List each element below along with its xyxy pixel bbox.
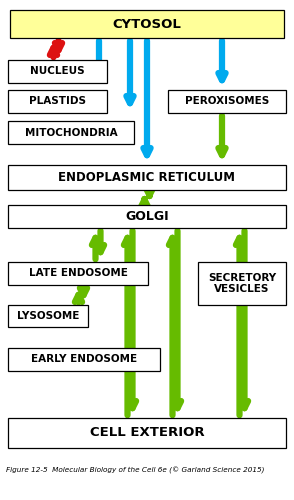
Text: ENDOPLASMIC RETICULUM: ENDOPLASMIC RETICULUM (59, 171, 235, 184)
Text: SECRETORY
VESICLES: SECRETORY VESICLES (208, 272, 276, 294)
FancyBboxPatch shape (168, 90, 286, 113)
Text: LYSOSOME: LYSOSOME (17, 311, 79, 321)
Text: PLASTIDS: PLASTIDS (29, 96, 86, 106)
FancyBboxPatch shape (10, 10, 284, 38)
FancyBboxPatch shape (8, 60, 107, 83)
Text: NUCLEUS: NUCLEUS (30, 66, 85, 76)
Text: LATE ENDOSOME: LATE ENDOSOME (29, 268, 127, 278)
FancyBboxPatch shape (8, 262, 148, 285)
FancyBboxPatch shape (8, 165, 286, 190)
FancyBboxPatch shape (8, 205, 286, 228)
Text: GOLGI: GOLGI (125, 210, 169, 223)
FancyBboxPatch shape (8, 348, 160, 371)
Text: EARLY ENDOSOME: EARLY ENDOSOME (31, 354, 137, 364)
Text: Figure 12-5  Molecular Biology of the Cell 6e (© Garland Science 2015): Figure 12-5 Molecular Biology of the Cel… (6, 466, 265, 473)
Text: MITOCHONDRIA: MITOCHONDRIA (25, 128, 117, 138)
Text: PEROXISOMES: PEROXISOMES (185, 96, 269, 106)
Text: CELL EXTERIOR: CELL EXTERIOR (90, 426, 204, 440)
Text: CYTOSOL: CYTOSOL (113, 18, 181, 30)
FancyBboxPatch shape (198, 262, 286, 305)
FancyBboxPatch shape (8, 90, 107, 113)
FancyBboxPatch shape (8, 305, 88, 327)
FancyBboxPatch shape (8, 418, 286, 448)
FancyBboxPatch shape (8, 121, 134, 144)
